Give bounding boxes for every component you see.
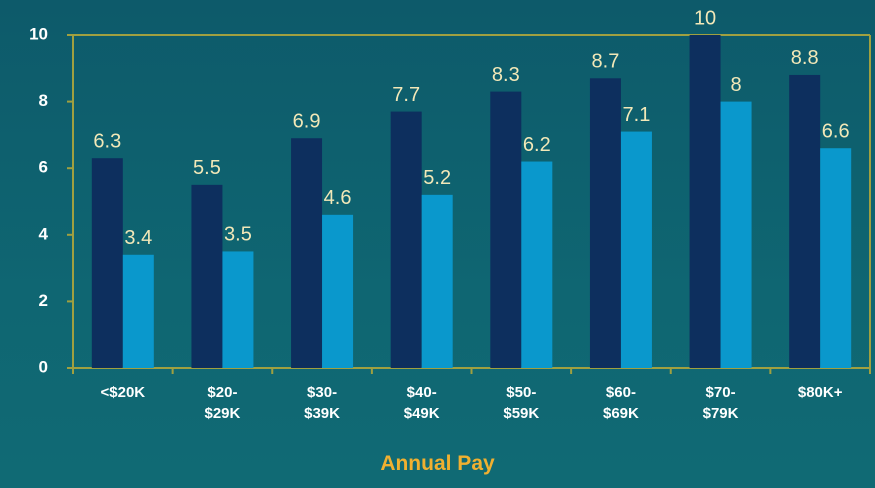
bar <box>620 131 652 368</box>
bar <box>521 161 553 368</box>
bar <box>390 111 422 368</box>
value-label: 8.3 <box>492 64 520 86</box>
value-label: 7.7 <box>392 84 420 106</box>
value-label: 5.5 <box>193 157 221 179</box>
y-tick-label: 8 <box>39 91 48 110</box>
x-tick-label: <$20K <box>100 384 146 401</box>
y-tick-label: 2 <box>39 291 48 310</box>
value-label: 4.6 <box>324 187 352 209</box>
value-label: 7.1 <box>623 104 651 126</box>
bar <box>222 251 254 368</box>
x-tick-label: $20- $29K <box>204 384 241 422</box>
bar <box>322 214 354 368</box>
bar <box>720 101 752 368</box>
bar <box>91 158 123 368</box>
x-tick-label: $30- $39K <box>304 384 340 422</box>
value-label: 8.7 <box>592 51 620 73</box>
bar <box>191 184 223 368</box>
value-label: 3.4 <box>124 227 152 249</box>
y-tick-label: 10 <box>29 24 48 43</box>
y-tick-label: 0 <box>39 357 48 376</box>
bar <box>490 91 522 369</box>
value-label: 3.5 <box>224 224 252 246</box>
x-tick-label: $40- $49K <box>403 384 440 422</box>
value-label: 6.2 <box>523 134 551 156</box>
y-tick-label: 6 <box>39 158 48 177</box>
value-label: 8 <box>731 74 742 96</box>
x-tick-label: $50- $59K <box>503 384 540 422</box>
value-label: 8.8 <box>791 47 819 69</box>
bar <box>789 74 821 369</box>
value-label: 5.2 <box>423 167 451 189</box>
value-label: 6.6 <box>822 121 850 143</box>
bar <box>291 138 323 368</box>
bar <box>421 194 453 368</box>
bar <box>589 78 621 368</box>
bar <box>122 254 154 368</box>
value-label: 6.3 <box>93 130 121 152</box>
x-tick-label: $80K+ <box>797 384 843 401</box>
bar <box>689 35 721 368</box>
value-label: 6.9 <box>293 111 321 133</box>
x-tick-label: $70- $79K <box>702 384 739 422</box>
x-tick-label: $60- $69K <box>603 384 639 422</box>
value-label: 10 <box>694 7 716 29</box>
bar <box>820 148 852 368</box>
y-tick-label: 4 <box>39 224 49 243</box>
x-axis-title: Annual Pay <box>380 452 495 475</box>
